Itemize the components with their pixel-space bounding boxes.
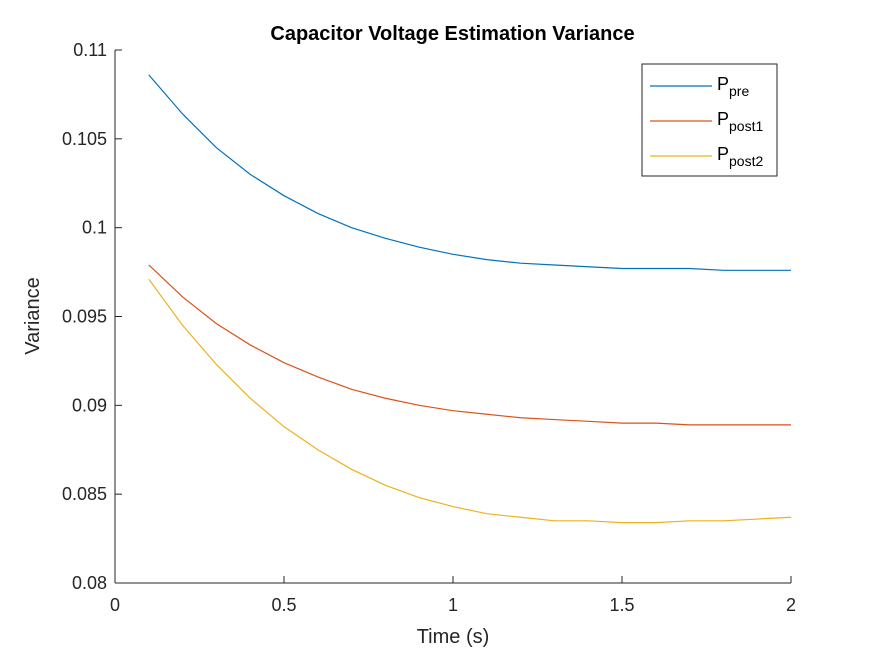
y-tick-label: 0.105	[62, 129, 107, 149]
y-axis-label: Variance	[22, 277, 44, 354]
chart-title: Capacitor Voltage Estimation Variance	[270, 23, 634, 45]
y-axis-ticks: 0.08 0.085 0.09 0.095 0.1 0.105 0.11	[62, 40, 122, 593]
y-tick-label: 0.09	[72, 395, 107, 415]
legend-subscript: post2	[729, 153, 763, 169]
x-axis-label: Time (s)	[417, 626, 490, 648]
legend-box	[641, 63, 778, 177]
x-tick-label: 2	[786, 595, 796, 615]
x-tick-label: 1	[448, 595, 458, 615]
y-tick-label: 0.08	[72, 573, 107, 593]
x-axis-ticks: 0 0.5 1 1.5 2	[110, 576, 796, 615]
y-tick-label: 0.085	[62, 484, 107, 504]
legend-subscript: pre	[729, 83, 749, 99]
legend-subscript: post1	[729, 118, 763, 134]
x-tick-label: 0	[110, 595, 120, 615]
y-tick-label: 0.095	[62, 307, 107, 327]
series-layer	[148, 74, 792, 524]
y-tick-label: 0.1	[82, 218, 107, 238]
y-tick-label: 0.11	[73, 40, 107, 60]
x-tick-label: 0.5	[271, 595, 296, 615]
series-line-post2	[148, 278, 792, 524]
x-tick-label: 1.5	[609, 595, 634, 615]
series-line-pre	[148, 74, 791, 271]
series-line-post1	[148, 264, 791, 426]
